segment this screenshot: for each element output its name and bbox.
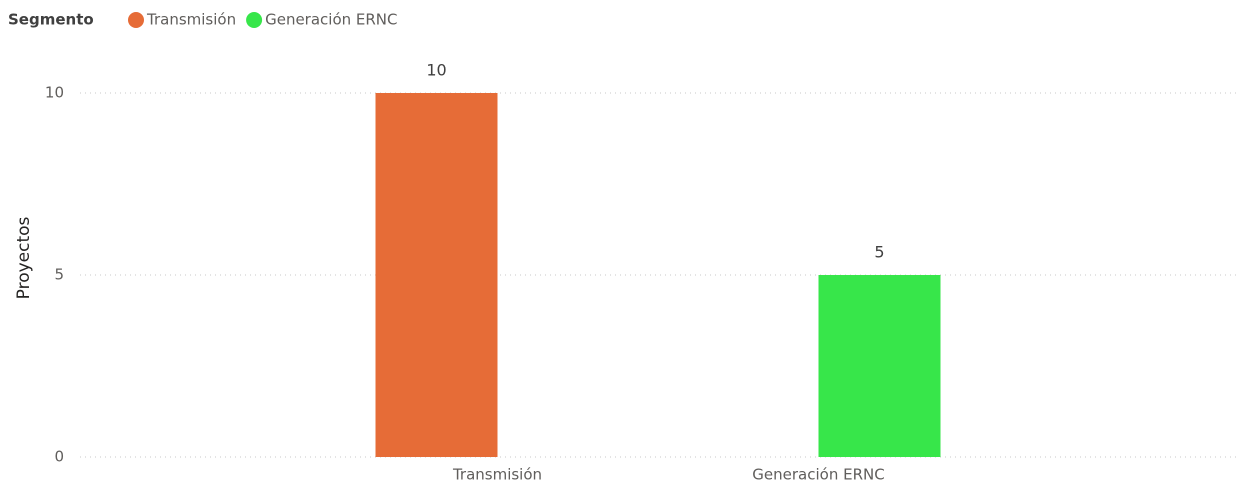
data-label: 5 [874,243,884,262]
legend-title: Segmento [8,11,94,29]
legend-label: Generación ERNC [265,11,397,29]
y-axis-label: Proyectos [14,216,34,299]
x-tick-label: Generación ERNC [752,466,884,483]
bar [375,93,498,457]
y-tick-label: 5 [54,266,64,284]
legend-label: Transmisión [146,11,236,29]
data-label: 10 [426,61,446,80]
x-tick-label: Transmisión [452,466,542,483]
bar [818,275,941,457]
legend-swatch [246,12,263,28]
y-tick-label: 0 [54,448,64,466]
y-tick-label: 10 [45,84,64,102]
legend-swatch [128,12,144,28]
